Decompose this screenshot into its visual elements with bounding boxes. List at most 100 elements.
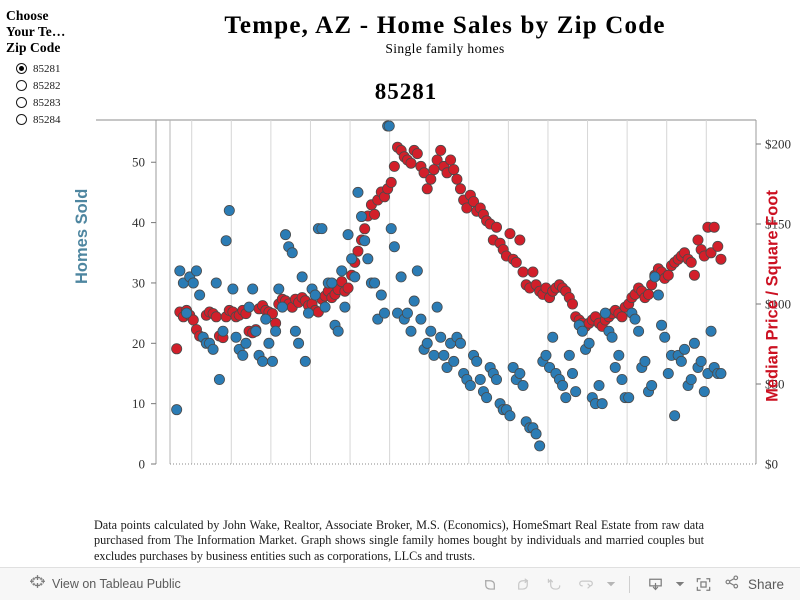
data-point[interactable] [576, 325, 588, 337]
data-point[interactable] [698, 386, 710, 398]
data-point[interactable] [534, 440, 546, 452]
data-point[interactable] [326, 277, 338, 289]
data-point[interactable] [461, 202, 473, 214]
data-point[interactable] [383, 120, 395, 132]
data-point[interactable] [339, 301, 351, 313]
data-point[interactable] [652, 289, 664, 301]
data-point[interactable] [517, 266, 529, 278]
data-point[interactable] [504, 410, 516, 422]
data-point[interactable] [435, 331, 447, 343]
data-point[interactable] [309, 289, 321, 301]
radio-unselected-icon[interactable] [16, 97, 27, 108]
pause-dropdown[interactable] [604, 571, 618, 597]
data-point[interactable] [213, 374, 225, 386]
data-point[interactable] [431, 154, 443, 166]
data-point[interactable] [190, 265, 202, 277]
data-point[interactable] [207, 343, 219, 355]
data-point[interactable] [481, 392, 493, 404]
data-point[interactable] [220, 235, 232, 247]
data-point[interactable] [388, 241, 400, 253]
radio-option-85283[interactable]: 85283 [16, 94, 94, 111]
data-point[interactable] [223, 205, 235, 217]
data-point[interactable] [471, 355, 483, 367]
data-point[interactable] [688, 337, 700, 349]
data-point[interactable] [609, 361, 621, 373]
data-point[interactable] [557, 380, 569, 392]
data-point[interactable] [425, 173, 437, 185]
data-point[interactable] [270, 325, 282, 337]
undo-button[interactable] [476, 571, 506, 597]
data-point[interactable] [395, 271, 407, 283]
data-point[interactable] [490, 221, 502, 233]
data-point[interactable] [659, 331, 671, 343]
data-point[interactable] [679, 343, 691, 355]
data-point[interactable] [369, 277, 381, 289]
data-point[interactable] [352, 245, 364, 257]
data-point[interactable] [385, 223, 397, 235]
data-point[interactable] [362, 253, 374, 265]
data-point[interactable] [474, 374, 486, 386]
data-point[interactable] [669, 410, 681, 422]
data-point[interactable] [662, 367, 674, 379]
data-point[interactable] [280, 229, 292, 241]
data-point[interactable] [385, 176, 397, 188]
data-point[interactable] [613, 349, 625, 361]
data-point[interactable] [563, 349, 575, 361]
data-point[interactable] [705, 325, 717, 337]
data-point[interactable] [289, 325, 301, 337]
data-point[interactable] [187, 277, 199, 289]
data-point[interactable] [346, 253, 358, 265]
data-point[interactable] [560, 392, 572, 404]
data-point[interactable] [616, 311, 628, 323]
share-button[interactable]: Share [721, 573, 790, 596]
radio-option-85281[interactable]: 85281 [16, 60, 94, 77]
data-point[interactable] [408, 295, 420, 307]
data-point[interactable] [418, 167, 430, 179]
data-point[interactable] [431, 301, 443, 313]
data-point[interactable] [629, 313, 641, 325]
data-point[interactable] [217, 325, 229, 337]
data-point[interactable] [708, 221, 720, 233]
download-dropdown[interactable] [673, 571, 687, 597]
data-point[interactable] [583, 337, 595, 349]
data-point[interactable] [293, 337, 305, 349]
radio-unselected-icon[interactable] [16, 114, 27, 125]
scatter-plot[interactable]: Homes Sold 0 10 20 30 40 50 $0 $50 $100 $150 $200 2… [73, 116, 796, 476]
data-point[interactable] [593, 380, 605, 392]
data-point[interactable] [514, 367, 526, 379]
data-point[interactable] [566, 298, 578, 310]
data-point[interactable] [375, 289, 387, 301]
data-point[interactable] [299, 355, 311, 367]
data-point[interactable] [510, 256, 522, 268]
data-point[interactable] [302, 307, 314, 319]
data-point[interactable] [438, 349, 450, 361]
radio-unselected-icon[interactable] [16, 80, 27, 91]
radio-option-85282[interactable]: 85282 [16, 77, 94, 94]
data-point[interactable] [240, 337, 252, 349]
data-point[interactable] [428, 164, 440, 176]
data-point[interactable] [237, 349, 249, 361]
data-point[interactable] [411, 148, 423, 160]
data-point[interactable] [247, 283, 259, 295]
refresh-button[interactable] [572, 571, 602, 597]
data-point[interactable] [715, 367, 727, 379]
data-point[interactable] [468, 196, 480, 208]
data-point[interactable] [411, 265, 423, 277]
data-point[interactable] [715, 253, 727, 265]
data-point[interactable] [517, 380, 529, 392]
data-point[interactable] [566, 367, 578, 379]
data-point[interactable] [342, 229, 354, 241]
data-point[interactable] [356, 211, 368, 223]
data-point[interactable] [405, 325, 417, 337]
data-point[interactable] [194, 289, 206, 301]
data-point[interactable] [633, 325, 645, 337]
data-point[interactable] [606, 331, 618, 343]
data-point[interactable] [210, 277, 222, 289]
data-point[interactable] [656, 319, 668, 331]
data-point[interactable] [296, 271, 308, 283]
data-point[interactable] [596, 398, 608, 410]
data-point[interactable] [662, 269, 674, 281]
data-point[interactable] [243, 301, 255, 313]
data-point[interactable] [388, 160, 400, 172]
data-point[interactable] [319, 301, 331, 313]
